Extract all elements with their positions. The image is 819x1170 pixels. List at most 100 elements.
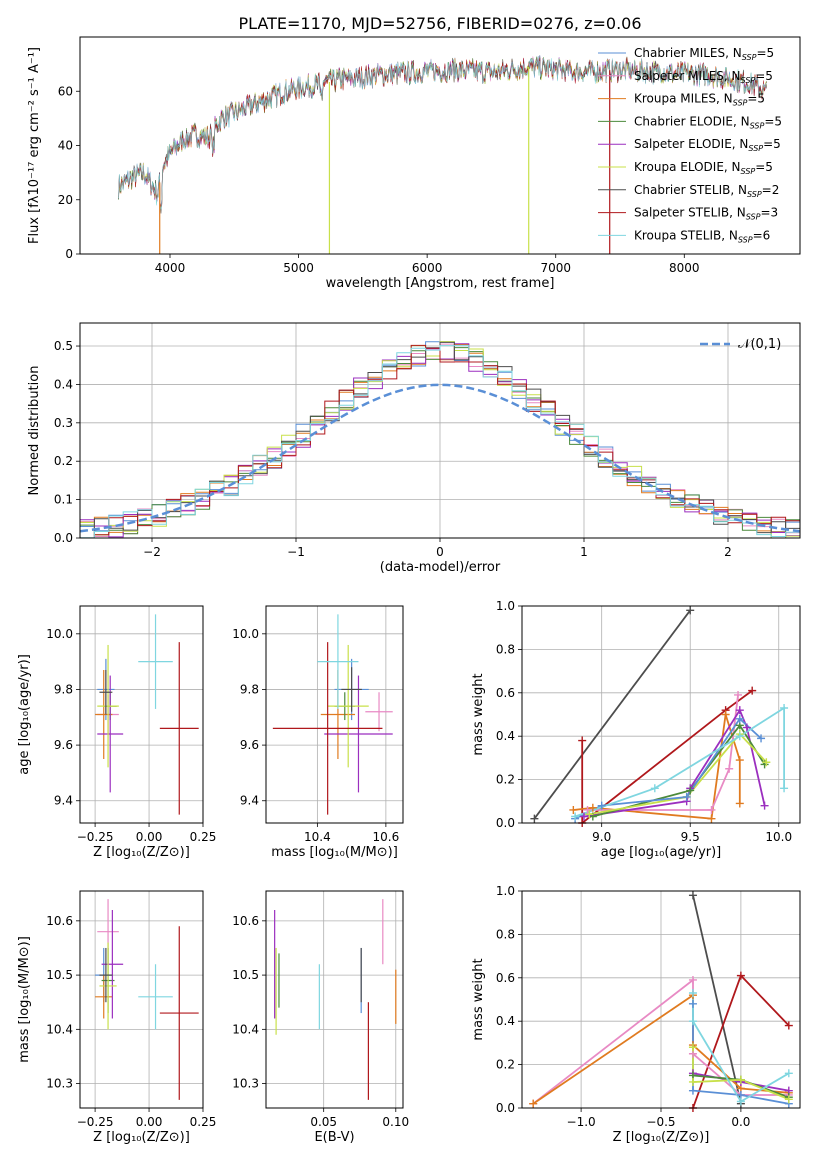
y-axis-label: age [log₁₀(age/yr)]	[17, 654, 32, 775]
weight-line-0	[692, 895, 742, 1104]
axes-frame	[79, 322, 801, 539]
weight-marker-8-1	[688, 1017, 697, 1026]
y-tick-label: 0	[65, 247, 73, 261]
y-tick-label: 0.8	[496, 927, 515, 941]
x-tick-label: 5000	[283, 261, 314, 275]
x-tick-label: 6000	[412, 261, 443, 275]
y-tick-label: 0.0	[496, 816, 515, 830]
y-tick-label: 0.4	[496, 729, 515, 743]
weight-line-7	[692, 1047, 790, 1101]
y-tick-label: 1.0	[496, 599, 515, 613]
weight-marker-2-5	[735, 799, 744, 808]
plot-area-age-vs-z	[95, 614, 199, 815]
y-tick-label: 10.5	[46, 968, 73, 982]
x-tick-label: 10.6	[373, 830, 400, 844]
x-axis-label: age [log₁₀(age/yr)]	[601, 845, 722, 860]
histogram-8	[80, 345, 800, 538]
weight-marker-2-1	[688, 975, 697, 984]
weight-marker-3-0	[583, 805, 592, 814]
plot-area-mass-vs-ebv	[274, 899, 397, 1100]
y-tick-label: 10.5	[232, 968, 259, 982]
x-tick-label: 0.0	[731, 1115, 750, 1129]
y-tick-label: 0.4	[54, 377, 73, 391]
y-axis-label: mass weight	[471, 958, 486, 1040]
weight-marker-6-0	[585, 810, 594, 819]
panel-weight-vs-age: 9.0 9.5 10.0 0.0 0.2 0.4 0.6 0.8 1.0 age [log₁₀(a…	[471, 599, 801, 860]
weight-marker-8-3	[784, 1069, 793, 1078]
axes-frame	[521, 605, 801, 824]
axes-frame	[79, 890, 204, 1109]
x-tick-label: 10.0	[765, 830, 792, 844]
weight-marker-4-0	[688, 999, 697, 1008]
legend-entry-8: Kroupa STELIB, NSSP=6	[634, 228, 770, 244]
weight-line-3	[587, 694, 739, 811]
y-tick-label: 0.4	[496, 1014, 515, 1028]
histogram-6	[80, 341, 800, 538]
normal-curve	[80, 383, 800, 533]
y-tick-label: 9.6	[54, 738, 73, 752]
x-tick-label: 4000	[155, 261, 186, 275]
axes-frame	[521, 890, 801, 1109]
y-tick-label: 10.0	[46, 627, 73, 641]
weight-marker-4-4	[742, 723, 751, 732]
weight-line-6	[589, 732, 768, 816]
x-tick-label: −2	[143, 545, 161, 559]
x-tick-label: 10.4	[304, 830, 331, 844]
panel-age-vs-z: −0.25 0.00 0.25 9.4 9.6 9.8 10.0 Z [log₁₀(Z/Z⊙)…	[17, 605, 216, 860]
legend-entry-normal: 𝒩(0,1)	[738, 337, 781, 352]
weight-marker-2-0	[569, 805, 578, 814]
x-tick-label: 1	[580, 545, 588, 559]
weight-marker-8-4	[780, 784, 789, 793]
weight-marker-3-1	[707, 805, 716, 814]
weight-marker-2-1	[588, 803, 597, 812]
plot-area-mass-vs-z	[95, 899, 199, 1100]
histogram-7	[80, 344, 800, 538]
x-axis-label: Z [log₁₀(Z/Z⊙)]	[93, 1130, 190, 1145]
y-tick-label: 10.6	[46, 914, 73, 928]
weight-marker-4-1	[688, 1086, 697, 1095]
y-tick-label: 60	[58, 84, 73, 98]
weight-marker-7-2	[682, 792, 691, 801]
weight-line-0	[533, 609, 691, 820]
legend-entry-3: Chabrier ELODIE, NSSP=5	[634, 114, 782, 130]
legend-entry-2: Kroupa MILES, NSSP=5	[634, 92, 765, 108]
x-axis-label: Z [log₁₀(Z/Z⊙)]	[93, 845, 190, 860]
weight-marker-7-3	[735, 714, 744, 723]
x-tick-label: −0.25	[77, 1115, 114, 1129]
axes-frame	[79, 605, 204, 824]
x-tick-label: 8000	[669, 261, 700, 275]
weight-marker-7-4	[757, 734, 766, 743]
panel-mass-vs-z: −0.25 0.00 0.25 10.3 10.4 10.5 10.6 Z [log₁₀(Z/…	[17, 890, 216, 1145]
legend-entry-4: Salpeter ELODIE, NSSP=5	[634, 137, 781, 153]
y-tick-label: 0.1	[54, 493, 73, 507]
weight-marker-1-2	[784, 1021, 793, 1030]
y-tick-label: 10.6	[232, 914, 259, 928]
weight-marker-2-3	[721, 710, 730, 719]
y-tick-label: 10.4	[232, 1022, 259, 1036]
axes-frame	[79, 36, 801, 255]
panel-weight-vs-z: −1.0 −0.5 0.0 0.0 0.2 0.4 0.6 0.8 1.0 Z [log₁₀(Z/…	[471, 884, 801, 1145]
x-tick-label: −1.0	[567, 1115, 596, 1129]
x-tick-label: 2	[724, 545, 732, 559]
y-tick-label: 40	[58, 139, 73, 153]
weight-marker-4-5	[760, 801, 769, 810]
axes-frame	[265, 605, 404, 824]
weight-marker-0-0	[688, 891, 697, 900]
weight-marker-6-3	[762, 758, 771, 767]
x-tick-label: 9.0	[592, 830, 611, 844]
plot-area-age-vs-mass	[272, 614, 393, 815]
y-tick-label: 10.0	[232, 627, 259, 641]
panel-age-vs-mass: 10.4 10.6 9.4 9.6 9.8 10.0 mass [log₁₀(M/M⊙)]	[232, 605, 404, 860]
weight-line-8	[574, 706, 785, 818]
legend-entry-7: Salpeter STELIB, NSSP=3	[634, 206, 778, 222]
y-tick-label: 9.6	[240, 738, 259, 752]
y-tick-label: 0.2	[496, 1058, 515, 1072]
weight-marker-0-0	[530, 814, 539, 823]
axes-frame	[265, 890, 404, 1109]
weight-marker-1-1	[736, 971, 745, 980]
plot-area-weight-vs-age	[533, 609, 785, 823]
weight-marker-8-2	[736, 1097, 745, 1106]
weight-marker-7-1	[597, 801, 606, 810]
y-tick-label: 9.4	[240, 794, 259, 808]
